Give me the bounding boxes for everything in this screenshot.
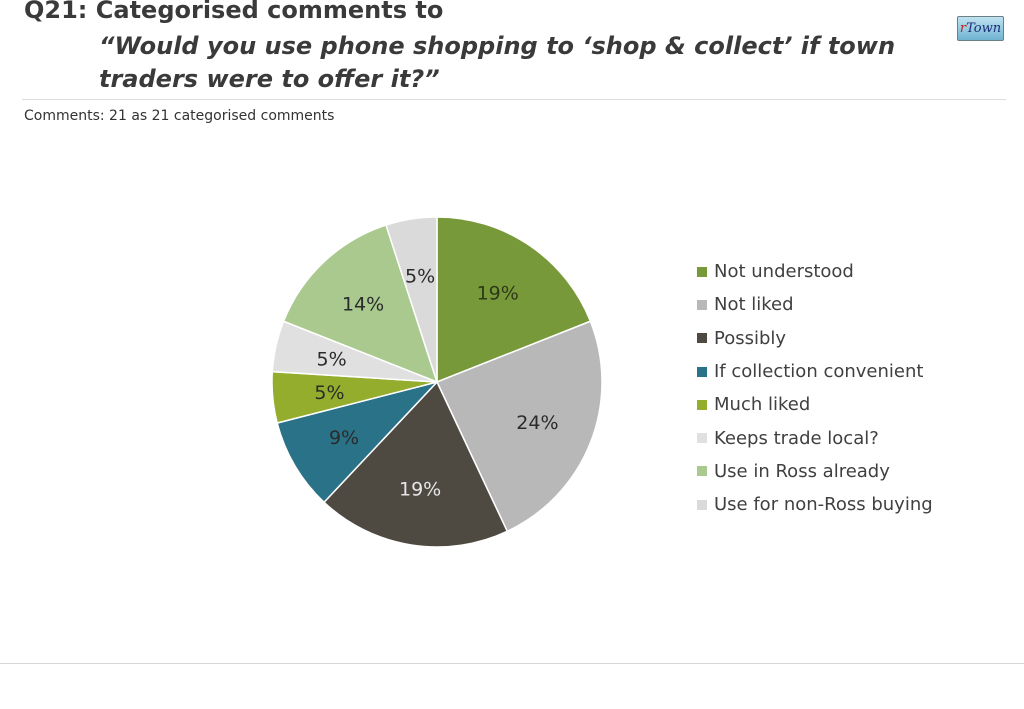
slice-label: 5% — [317, 348, 347, 370]
header-divider — [22, 99, 1006, 100]
legend-label: Much liked — [714, 394, 811, 416]
legend-label: Not liked — [714, 294, 794, 316]
rtown-logo: rTown — [957, 16, 1004, 41]
pie-slice-use-for-non-ross-buying — [385, 216, 438, 383]
legend-item: Use in Ross already — [697, 455, 933, 488]
legend-label: Possibly — [714, 327, 787, 349]
slice-label: 19% — [477, 283, 519, 305]
legend-item: Not liked — [697, 288, 933, 321]
legend-item: Use for non-Ross buying — [697, 488, 933, 521]
slice-label: 5% — [314, 382, 344, 404]
legend-item: Much liked — [697, 388, 933, 421]
legend-item: Keeps trade local? — [697, 421, 933, 454]
slice-label: 5% — [405, 265, 435, 287]
legend-label: Use in Ross already — [714, 460, 890, 482]
legend-swatch — [697, 266, 707, 277]
legend-swatch — [697, 499, 707, 510]
legend-swatch — [697, 333, 707, 344]
slice-label: 14% — [342, 293, 384, 315]
pie-slice-not-understood — [436, 216, 592, 384]
slide-title: Q21: Categorised comments to — [24, 0, 444, 24]
comments-count: Comments: 21 as 21 categorised comments — [24, 108, 335, 124]
slice-label: 9% — [329, 427, 359, 449]
legend-label: Not understood — [714, 261, 854, 283]
question-text: “Would you use phone shopping to ‘shop &… — [99, 32, 896, 93]
legend-label: Use for non-Ross buying — [714, 494, 933, 516]
footer-divider — [0, 663, 1024, 664]
legend-swatch — [697, 399, 707, 410]
legend-label: If collection convenient — [714, 361, 924, 383]
legend-swatch — [697, 366, 707, 377]
legend-item: If collection convenient — [697, 355, 933, 388]
slice-label: 19% — [399, 479, 441, 501]
pie-slice-not-liked — [435, 320, 603, 533]
chart-legend: Not understood Not liked Possibly If collec… — [697, 255, 933, 521]
legend-swatch — [697, 299, 707, 310]
legend-item: Possibly — [697, 322, 933, 355]
legend-item: Not understood — [697, 255, 933, 288]
legend-label: Keeps trade local? — [714, 427, 879, 449]
pie-slice-if-collection-convenient — [276, 380, 440, 504]
slice-label: 24% — [516, 412, 558, 434]
legend-swatch — [697, 466, 707, 477]
pie-slice-possibly — [322, 380, 509, 548]
legend-swatch — [697, 433, 707, 444]
